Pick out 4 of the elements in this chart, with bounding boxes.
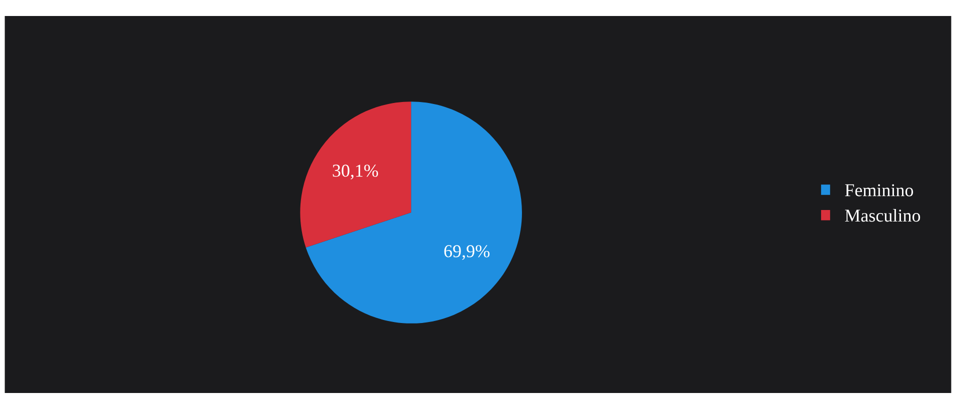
legend-label: Feminino [845, 184, 914, 196]
legend-label: Masculino [845, 209, 920, 222]
data-label: 69,9% [444, 245, 490, 260]
data-label: 30,1% [332, 164, 378, 180]
